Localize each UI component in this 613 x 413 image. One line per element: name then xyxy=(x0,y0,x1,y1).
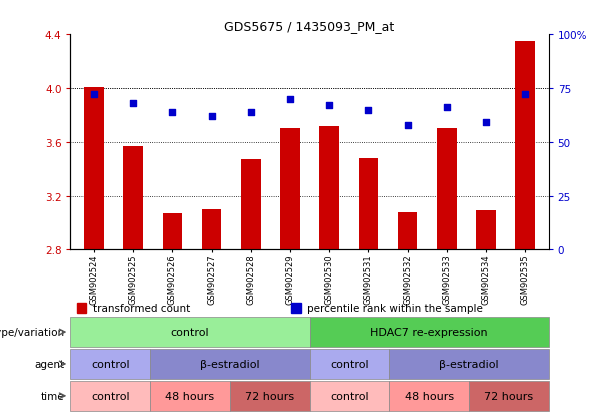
Text: 48 hours: 48 hours xyxy=(166,391,215,401)
Bar xyxy=(437,129,457,250)
Text: 72 hours: 72 hours xyxy=(484,391,533,401)
Bar xyxy=(123,147,143,250)
Text: genotype/variation: genotype/variation xyxy=(0,327,64,337)
Bar xyxy=(310,381,389,411)
Text: percentile rank within the sample: percentile rank within the sample xyxy=(307,303,483,313)
Text: control: control xyxy=(91,391,130,401)
Point xyxy=(207,114,216,120)
Text: time: time xyxy=(40,391,64,401)
Text: agent: agent xyxy=(34,359,64,369)
Bar xyxy=(469,381,549,411)
Bar xyxy=(359,159,378,250)
Title: GDS5675 / 1435093_PM_at: GDS5675 / 1435093_PM_at xyxy=(224,19,395,33)
Point xyxy=(89,92,99,99)
Bar xyxy=(70,349,150,379)
Bar xyxy=(516,42,535,250)
Bar xyxy=(150,381,230,411)
Bar xyxy=(389,381,469,411)
Point xyxy=(442,105,452,112)
Bar xyxy=(84,88,104,250)
Text: control: control xyxy=(170,327,210,337)
Bar xyxy=(291,303,301,313)
Point xyxy=(481,120,491,126)
Text: HDAC7 re-expression: HDAC7 re-expression xyxy=(370,327,488,337)
Text: β-estradiol: β-estradiol xyxy=(439,359,499,369)
Point xyxy=(285,96,295,103)
Text: 48 hours: 48 hours xyxy=(405,391,454,401)
Bar xyxy=(310,349,389,379)
Text: transformed count: transformed count xyxy=(93,303,190,313)
Bar xyxy=(162,214,182,250)
Bar xyxy=(70,317,310,347)
Bar xyxy=(476,211,496,250)
Point xyxy=(324,103,334,109)
Point xyxy=(167,109,177,116)
Bar xyxy=(310,317,549,347)
Text: 72 hours: 72 hours xyxy=(245,391,294,401)
Bar xyxy=(398,212,417,250)
Point xyxy=(520,92,530,99)
Bar xyxy=(230,381,310,411)
Bar xyxy=(202,210,221,250)
Bar xyxy=(389,349,549,379)
Text: control: control xyxy=(91,359,130,369)
Bar xyxy=(70,381,150,411)
Text: control: control xyxy=(330,391,369,401)
Point xyxy=(403,122,413,128)
Point xyxy=(128,100,138,107)
Point xyxy=(364,107,373,114)
Bar xyxy=(241,160,261,250)
Bar xyxy=(150,349,310,379)
Text: control: control xyxy=(330,359,369,369)
Bar xyxy=(77,303,86,313)
Text: β-estradiol: β-estradiol xyxy=(200,359,260,369)
Bar xyxy=(319,126,339,250)
Bar xyxy=(280,129,300,250)
Point xyxy=(246,109,256,116)
